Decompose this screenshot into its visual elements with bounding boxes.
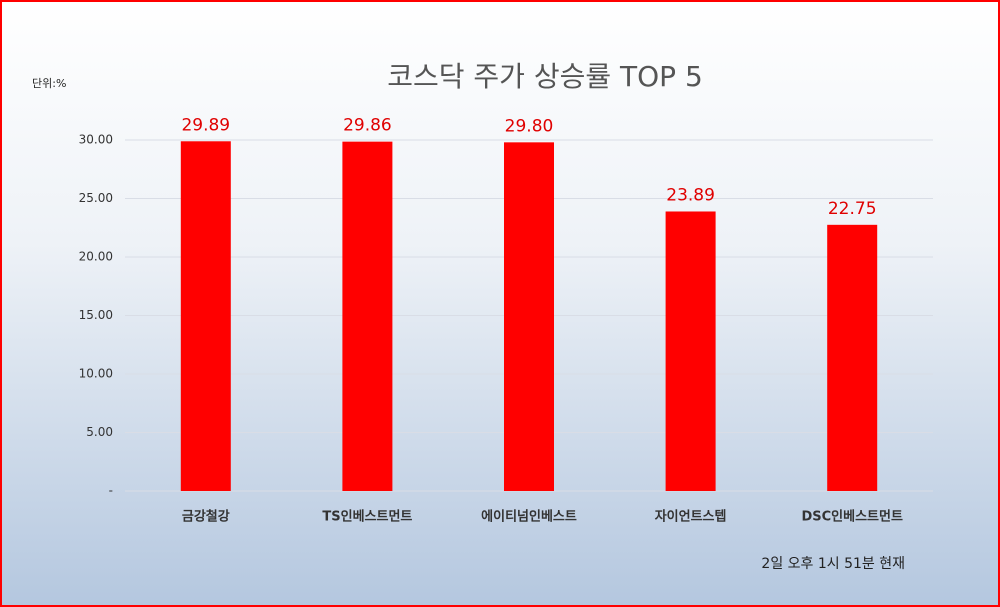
x-tick-label: 에이티넘인베스트: [481, 509, 577, 525]
x-tick-label: DSC인베스트먼트: [801, 509, 902, 525]
value-label: 29.80: [505, 116, 554, 136]
y-tick-label: -: [109, 484, 113, 498]
bar: [827, 224, 878, 491]
x-tick-label: TS인베스트먼트: [322, 509, 412, 525]
value-label: 29.86: [343, 116, 392, 136]
bar: [504, 142, 554, 491]
value-label: 22.75: [828, 199, 877, 219]
y-tick-label: 25.00: [79, 191, 113, 205]
y-tick-label: 5.00: [86, 425, 113, 439]
y-tick-label: 20.00: [79, 250, 113, 264]
value-label: 29.89: [181, 115, 230, 135]
y-tick-label: 30.00: [79, 133, 113, 147]
unit-label: 단위:%: [32, 77, 66, 90]
bar: [665, 211, 716, 491]
value-label: 23.89: [666, 185, 715, 205]
footnote: 2일 오후 1시 51분 현재: [761, 556, 905, 572]
y-tick-label: 15.00: [79, 308, 113, 322]
bar: [180, 141, 231, 492]
y-tick-label: 10.00: [79, 367, 113, 381]
x-tick-label: 자이언트스텝: [655, 509, 727, 525]
x-tick-label: 금강철강: [182, 509, 230, 525]
chart-title: 코스닥 주가 상승률 TOP 5: [387, 60, 703, 93]
bar: [342, 141, 393, 491]
